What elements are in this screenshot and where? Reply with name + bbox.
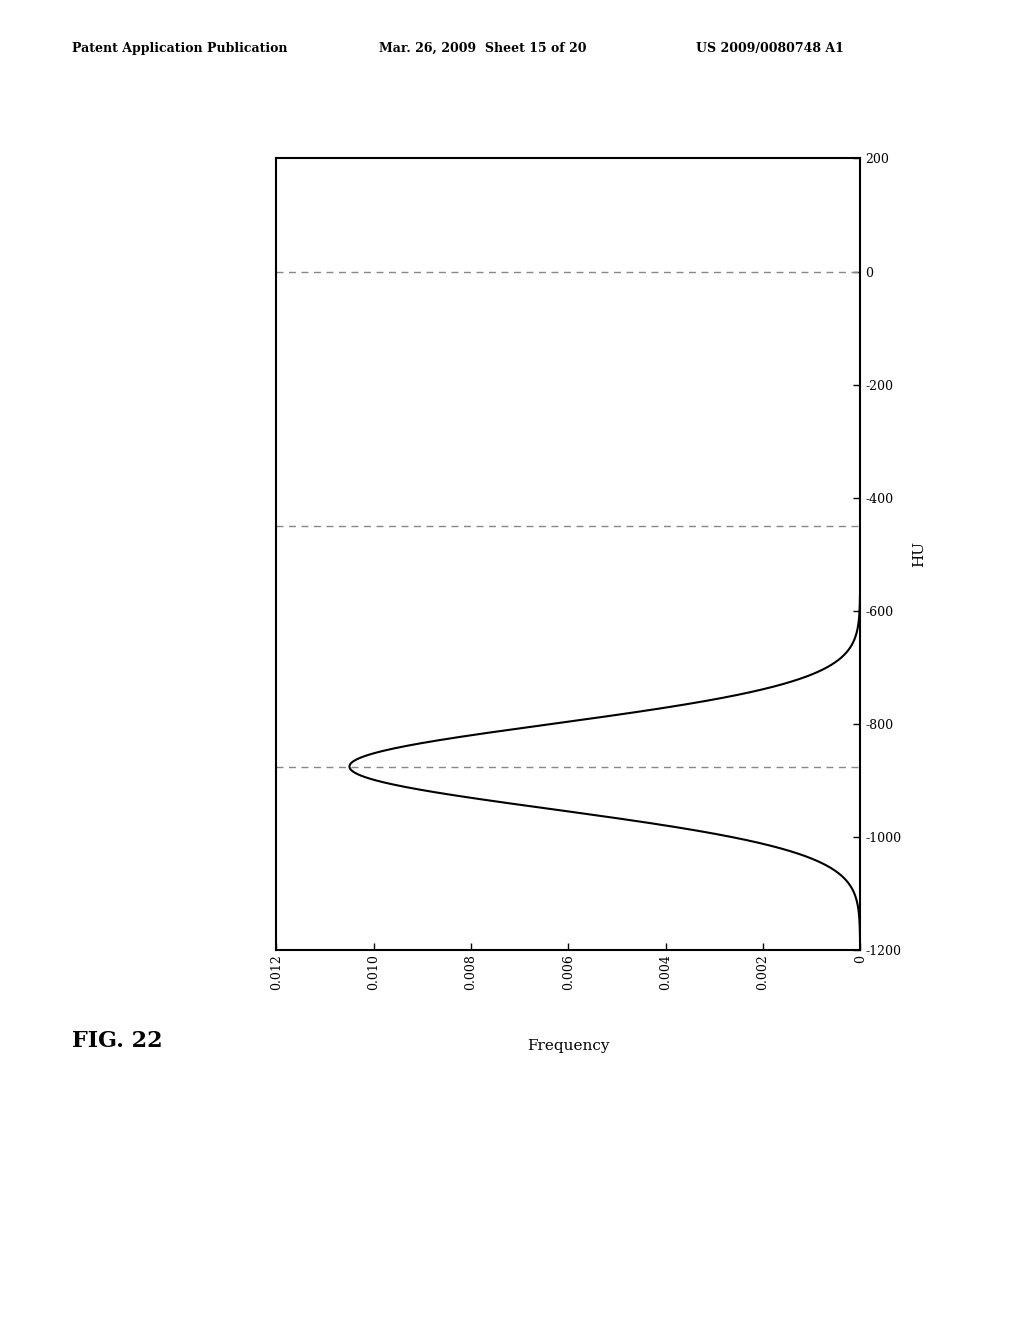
Text: US 2009/0080748 A1: US 2009/0080748 A1 [696, 42, 844, 55]
Y-axis label: HU: HU [912, 541, 927, 568]
Text: Patent Application Publication: Patent Application Publication [72, 42, 287, 55]
Text: FIG. 22: FIG. 22 [72, 1030, 163, 1052]
Text: Mar. 26, 2009  Sheet 15 of 20: Mar. 26, 2009 Sheet 15 of 20 [379, 42, 587, 55]
X-axis label: Frequency: Frequency [527, 1039, 609, 1053]
